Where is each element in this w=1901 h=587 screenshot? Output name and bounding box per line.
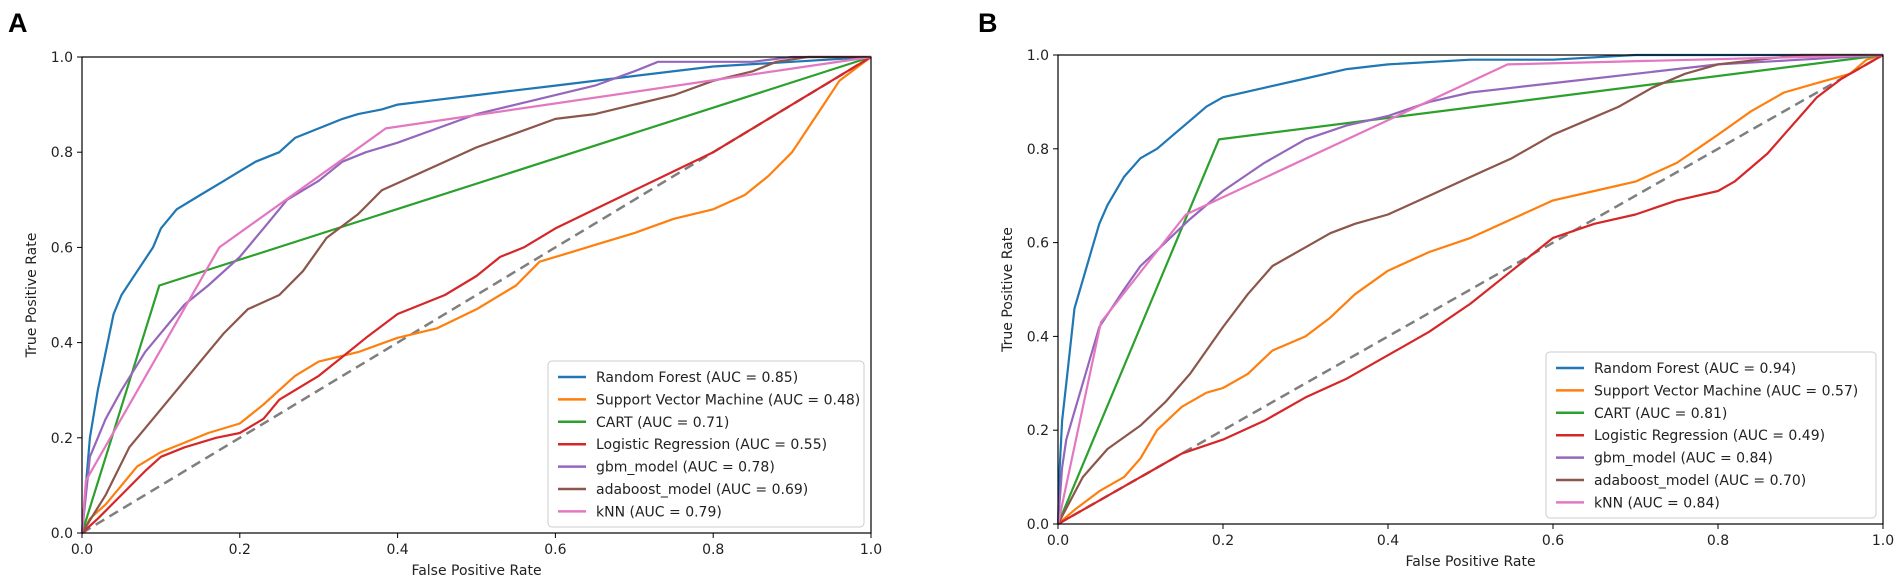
legend-entry-2: CART (AUC = 0.81)	[1594, 406, 1727, 422]
y-tick-label: 0.6	[51, 240, 73, 256]
panel-b-letter: B	[978, 8, 998, 38]
x-tick-label: 0.0	[1047, 533, 1069, 549]
x-tick-label: 0.2	[229, 542, 251, 558]
series-line-1	[81, 56, 872, 534]
x-tick-label: 0.4	[386, 542, 408, 558]
x-tick-label: 0.6	[544, 542, 566, 558]
plot-frame	[1057, 54, 1884, 525]
legend-entry-0: Random Forest (AUC = 0.85)	[596, 370, 798, 386]
panel-b-chart: B 0.0 0.2 0.4 0.6 0.8 1.0 0.0 0.2 0.4 0.6 0.8 1.0 Fa…	[978, 8, 1894, 570]
series-line-0	[1056, 53, 1883, 525]
series-line-3	[1057, 54, 1884, 525]
legend-entry-4: gbm_model (AUC = 0.84)	[1594, 451, 1773, 467]
x-tick-label: 0.8	[1707, 533, 1729, 549]
x-tick-label: 1.0	[860, 542, 882, 558]
x-tick-label: 0.2	[1212, 533, 1234, 549]
legend-entry-3: Logistic Regression (AUC = 0.55)	[596, 437, 827, 453]
y-tick-label: 0.8	[51, 145, 73, 161]
y-tick-label: 0.4	[1027, 329, 1049, 345]
legend-entry-3: Logistic Regression (AUC = 0.49)	[1594, 428, 1825, 444]
legend-entry-4: gbm_model (AUC = 0.78)	[596, 460, 775, 476]
y-tick-label: 0.6	[1027, 236, 1049, 252]
series-line-3	[81, 56, 872, 534]
y-tick-label: 0.0	[1027, 517, 1049, 533]
legend-entry-5: adaboost_model (AUC = 0.70)	[1594, 473, 1806, 489]
legend-entry-6: kNN (AUC = 0.79)	[596, 504, 722, 520]
y-axis-label: True Positive Rate	[1000, 227, 1016, 353]
series-line-1	[1057, 53, 1884, 525]
panel-a-chart: A 0.0 0.2 0.4 0.6 0.8 1.0 0.0 0.2 0.4 0.6 0.8 1.0 Fa…	[8, 8, 882, 579]
series-line-0	[80, 55, 872, 534]
legend-entry-1: Support Vector Machine (AUC = 0.57)	[1594, 383, 1858, 399]
x-tick-label: 0.6	[1542, 533, 1564, 549]
series-line-6	[1056, 53, 1884, 525]
series-line-4	[80, 55, 871, 534]
legend-entry-5: adaboost_model (AUC = 0.69)	[596, 482, 808, 498]
x-tick-label: 0.4	[1377, 533, 1399, 549]
y-tick-label: 1.0	[1027, 48, 1049, 64]
legend: Random Forest (AUC = 0.85) Support Vector…	[547, 360, 865, 528]
diagonal-reference-line	[81, 55, 872, 535]
diagonal-reference-line	[1057, 53, 1884, 526]
y-tick-label: 1.0	[51, 50, 73, 66]
legend-entry-2: CART (AUC = 0.71)	[596, 415, 729, 431]
x-tick-label: 0.0	[71, 542, 93, 558]
series-line-5	[1057, 53, 1883, 525]
legend-box	[1545, 351, 1877, 519]
x-axis-label: False Positive Rate	[1405, 554, 1535, 570]
y-tick-label: 0.2	[1027, 423, 1049, 439]
panel-a-letter: A	[8, 8, 28, 38]
series-line-2	[80, 55, 872, 534]
x-tick-label: 0.8	[702, 542, 724, 558]
y-tick-label: 0.8	[1027, 142, 1049, 158]
legend-entry-1: Support Vector Machine (AUC = 0.48)	[596, 392, 860, 408]
legend-entry-0: Random Forest (AUC = 0.94)	[1594, 361, 1796, 377]
series-line-5	[81, 55, 871, 534]
x-axis-label: False Positive Rate	[411, 563, 541, 579]
series-line-6	[80, 55, 872, 534]
plot-frame	[81, 56, 872, 534]
legend-entry-6: kNN (AUC = 0.84)	[1594, 495, 1720, 511]
legend: Random Forest (AUC = 0.94) Support Vector…	[1545, 351, 1877, 519]
y-tick-label: 0.2	[51, 431, 73, 447]
x-tick-label: 1.0	[1872, 533, 1894, 549]
y-axis-label: True Positive Rate	[24, 233, 40, 359]
y-tick-label: 0.4	[51, 336, 73, 352]
y-tick-label: 0.0	[51, 526, 73, 542]
series-line-4	[1056, 53, 1884, 525]
legend-box	[547, 360, 865, 528]
